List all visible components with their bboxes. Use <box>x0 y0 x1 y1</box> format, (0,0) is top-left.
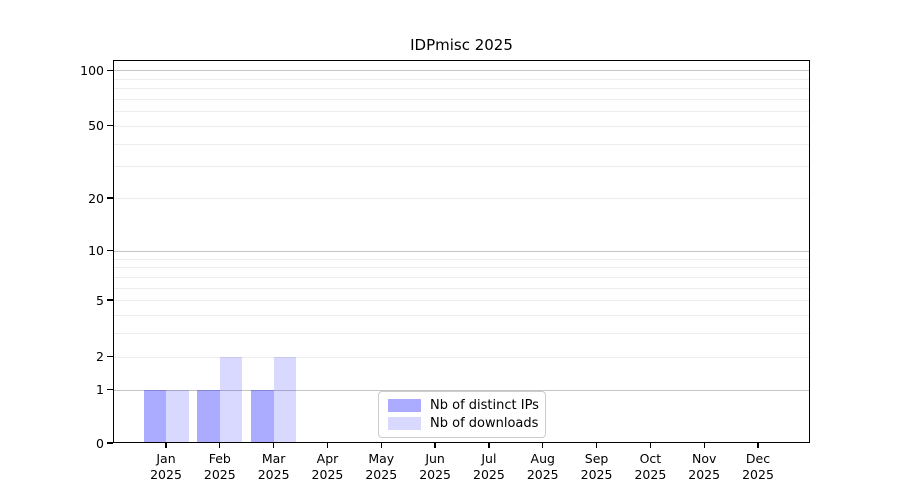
gridline-minor <box>113 125 810 127</box>
x-tick-mark <box>757 443 759 448</box>
y-tick-mark <box>107 355 113 358</box>
gridline-minor <box>113 267 810 269</box>
x-tick-mark <box>595 443 598 448</box>
legend-swatch-distinct-ips-icon <box>388 399 421 412</box>
y-tick-mark <box>107 388 113 391</box>
x-tick-mark <box>219 443 221 448</box>
legend: Nb of distinct IPs Nb of downloads <box>378 391 546 438</box>
y-tick-label: 100 <box>80 62 104 78</box>
gridline-minor <box>113 287 810 289</box>
x-tick-mark <box>380 443 382 448</box>
x-tick-label: Sep 2025 <box>580 451 613 482</box>
x-tick-label: Aug 2025 <box>526 451 559 482</box>
x-tick-label: Jun 2025 <box>419 451 451 482</box>
plot-area <box>113 60 810 443</box>
x-tick-mark <box>165 443 167 448</box>
y-tick-mark <box>107 250 113 252</box>
gridline-minor <box>113 300 810 302</box>
legend-item-distinct-ips: Nb of distinct IPs <box>388 398 539 413</box>
bar-downloads <box>166 389 189 443</box>
x-tick-label: Jan 2025 <box>150 451 182 482</box>
gridline-minor <box>113 143 810 145</box>
x-tick-mark <box>326 443 329 448</box>
y-tick-label: 5 <box>96 292 104 308</box>
y-tick-label: 10 <box>88 243 104 259</box>
bar-downloads <box>219 356 243 443</box>
gridline-minor <box>113 276 810 278</box>
x-tick-mark <box>649 443 652 448</box>
x-tick-label: Mar 2025 <box>257 451 290 482</box>
y-tick-mark <box>107 69 113 71</box>
gridline-minor <box>113 333 810 335</box>
gridline-minor <box>113 111 810 113</box>
gridline-minor <box>113 198 810 200</box>
x-tick-mark <box>488 443 490 448</box>
bar-distinct-ips <box>143 389 166 443</box>
x-tick-label: Nov 2025 <box>688 451 721 482</box>
x-tick-mark <box>542 443 544 448</box>
y-tick-label: 20 <box>88 190 104 206</box>
bar-downloads <box>273 356 297 443</box>
y-tick-mark <box>107 197 113 199</box>
x-tick-mark <box>703 443 705 448</box>
bar-distinct-ips <box>251 389 274 443</box>
gridline-minor <box>113 78 810 80</box>
y-tick-label: 50 <box>88 118 104 134</box>
y-tick-mark <box>107 125 113 127</box>
x-tick-label: Apr 2025 <box>311 451 344 482</box>
legend-label-distinct-ips: Nb of distinct IPs <box>430 398 539 413</box>
legend-label-downloads: Nb of downloads <box>430 416 539 431</box>
y-tick-mark <box>107 299 113 301</box>
gridline-minor <box>113 314 810 316</box>
gridline-major <box>113 70 810 72</box>
y-tick-label: 0 <box>96 435 104 451</box>
x-tick-label: Dec 2025 <box>742 451 774 482</box>
gridline-minor <box>113 88 810 90</box>
y-tick-label: 1 <box>96 382 104 398</box>
gridline-minor <box>113 98 810 100</box>
x-tick-label: May 2025 <box>365 451 398 482</box>
bar-distinct-ips <box>197 389 220 443</box>
chart-title: IDPmisc 2025 <box>410 36 513 54</box>
x-tick-label: Feb 2025 <box>203 451 236 482</box>
gridline-minor <box>113 356 810 358</box>
gridline-minor <box>113 258 810 260</box>
legend-item-downloads: Nb of downloads <box>388 416 539 431</box>
x-tick-label: Jul 2025 <box>473 451 505 482</box>
x-tick-mark <box>434 443 436 448</box>
y-tick-mark <box>107 442 113 444</box>
gridline-major <box>113 389 810 391</box>
gridline-major <box>113 250 810 252</box>
x-tick-label: Oct 2025 <box>634 451 667 482</box>
y-tick-label: 2 <box>96 349 104 365</box>
legend-swatch-downloads-icon <box>388 417 421 430</box>
x-tick-mark <box>272 443 275 448</box>
gridline-minor <box>113 166 810 168</box>
